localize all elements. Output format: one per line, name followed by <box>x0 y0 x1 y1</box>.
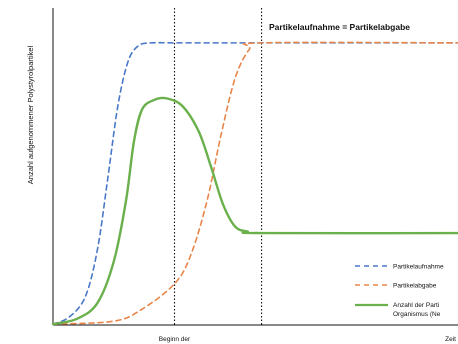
series-partikelabgabe-line <box>52 41 458 325</box>
vertical-marker-lines <box>173 8 263 325</box>
x-tick-labels: Beginn der Zeit <box>159 336 456 343</box>
series-partikelaufnahme-line <box>52 41 458 325</box>
legend-label-partikelaufnahme: Partikelaufnahme <box>393 264 444 271</box>
series-netto-line <box>51 96 458 326</box>
annotation-label: Partikelaufnahme = Partikelabgabe <box>269 22 410 32</box>
legend-label-partikelabgabe: Partikelabgabe <box>393 283 437 290</box>
y-axis-label: Anzahl aufgenommener Polystyrolpartikel <box>26 45 35 184</box>
legend: Partikelaufnahme Partikelabgabe Anzahl d… <box>355 264 444 318</box>
legend-label-netto-line2: Organismus (Ne <box>393 311 441 318</box>
series-lines <box>51 41 458 326</box>
x-tick-label-1: Beginn der <box>159 336 191 343</box>
x-tick-label-2: Zeit <box>445 336 456 343</box>
legend-label-netto-line1: Anzahl der Parti <box>393 302 439 309</box>
